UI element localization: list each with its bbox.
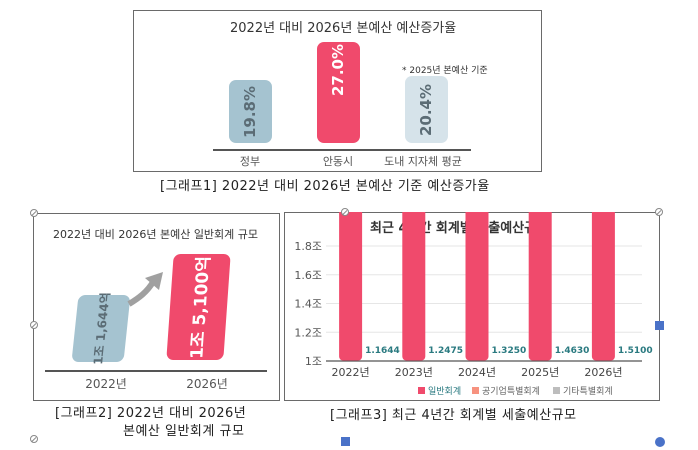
figure1-title: 2022년 대비 2026년 본예산 예산증가율: [230, 21, 457, 36]
figure2-bar-2022: 1조 1,644억: [71, 292, 131, 365]
figure2-frame: [33, 213, 280, 401]
resize-handle-icon[interactable]: [655, 208, 663, 216]
resize-handle-icon[interactable]: [30, 321, 38, 329]
x-tick-label: 2025년: [521, 366, 559, 379]
figure1-baseline: [213, 149, 471, 151]
figure1-caption: [그래프1] 2022년 대비 2026년 본예산 기준 예산증가율: [160, 179, 490, 194]
x-tick-label: 2023년: [395, 366, 433, 379]
y-tick-label: 1조: [305, 355, 322, 368]
data-label-general: 1.1644: [365, 346, 400, 356]
figure2-caption-line2: 본예산 일반회계 규모: [123, 424, 245, 439]
legend-label: 공기업특별회계: [482, 385, 540, 397]
figure2-caption: [그래프2] 2022년 대비 2026년: [55, 406, 247, 421]
legend-label: 일반회계: [428, 385, 461, 397]
figure1-bar-province-avg: 20.4%: [405, 76, 448, 143]
bar-general-2024년: [465, 212, 489, 361]
figure2-bar-2026: 1조 5,100억: [166, 254, 231, 360]
y-tick-label: 1.6조: [294, 269, 322, 282]
figure1-bar-government: 19.8%: [229, 80, 272, 143]
y-tick-label: 1.4조: [294, 298, 322, 311]
resize-handle-square-icon[interactable]: [341, 437, 350, 446]
data-label-general: 1.2475: [428, 346, 463, 356]
y-tick-label: 1.8조: [294, 240, 322, 253]
x-tick-label: 2026년: [584, 366, 622, 379]
figure2-baseline: [45, 370, 267, 372]
resize-handle-icon[interactable]: [30, 209, 38, 217]
resize-handle-circle-icon[interactable]: [655, 437, 665, 447]
data-label-general: 1.3250: [492, 346, 527, 356]
figure1-label: 안동시: [322, 155, 354, 168]
resize-handle-icon[interactable]: [30, 435, 38, 443]
figure1-label: 정부: [239, 155, 261, 168]
arrow-up-right-icon: [127, 272, 163, 307]
bar-general-2025년: [528, 212, 552, 361]
legend-label: 기타특별회계: [563, 385, 613, 397]
data-label-general: 1.4630: [555, 346, 590, 356]
figure3-caption: [그래프3] 최근 4년간 회계별 세출예산규모: [330, 408, 577, 423]
y-tick-label: 1.2조: [294, 326, 322, 339]
legend-swatch: [472, 387, 479, 394]
bar-general-2023년: [402, 212, 426, 361]
x-tick-label: 2024년: [458, 366, 496, 379]
figure1-note: * 2025년 본예산 기준: [402, 66, 488, 76]
figure3-chart: 1조1.2조1.4조1.6조1.8조1.16440.14562022년1.247…: [294, 212, 653, 397]
bar-general-2022년: [339, 212, 363, 361]
figure2-label: 2022년: [85, 377, 127, 391]
resize-handle-icon[interactable]: [341, 208, 349, 216]
figure2-label: 2026년: [186, 377, 228, 391]
x-tick-label: 2022년: [332, 366, 370, 379]
resize-handle-square-icon[interactable]: [655, 321, 664, 330]
figure1-label: 도내 지자체 평균: [384, 155, 462, 168]
figure2-title: 2022년 대비 2026년 본예산 일반회계 규모: [53, 228, 259, 241]
bar-general-2026년: [591, 212, 615, 361]
data-label-general: 1.5100: [618, 346, 653, 356]
legend-swatch: [553, 387, 560, 394]
legend-swatch: [418, 387, 425, 394]
figure1-bar-andong: 27.0%: [317, 42, 360, 143]
